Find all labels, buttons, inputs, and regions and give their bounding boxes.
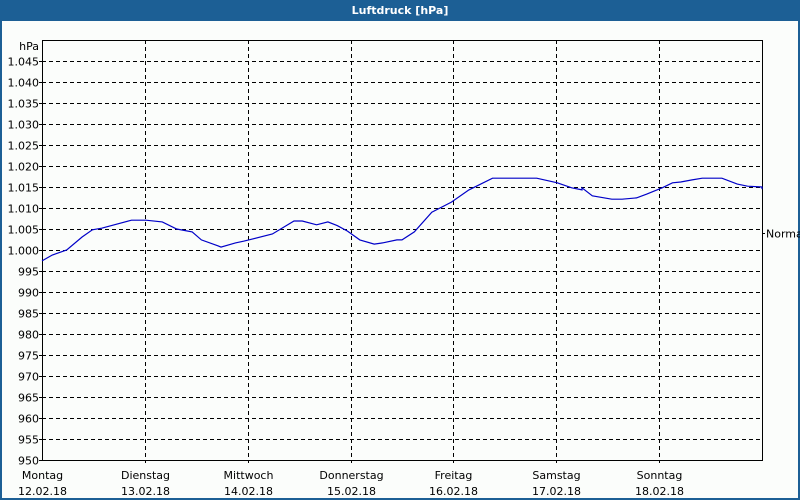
- x-tick-date-label: 18.02.18: [635, 485, 684, 498]
- y-tick-label: 970: [18, 371, 39, 384]
- normal-label: Normal: [766, 228, 800, 241]
- y-axis-unit-label: hPa: [19, 40, 39, 53]
- x-tick-day-label: Dienstag: [121, 469, 170, 482]
- y-tick-label: 1.040: [8, 77, 40, 90]
- x-tick-date-label: 12.02.18: [18, 485, 67, 498]
- pressure-line: [41, 177, 763, 262]
- chart-title: Luftdruck [hPa]: [0, 0, 800, 21]
- y-tick-label: 1.005: [8, 224, 40, 237]
- y-tick-label: 955: [18, 434, 39, 447]
- x-tick-day-label: Mittwoch: [224, 469, 274, 482]
- y-tick-label: 995: [18, 266, 39, 279]
- x-tick-day-label: Montag: [22, 469, 63, 482]
- x-tick-day-label: Samstag: [532, 469, 580, 482]
- y-tick-label: 965: [18, 392, 39, 405]
- y-tick-label: 950: [18, 455, 39, 468]
- y-tick-label: 1.015: [8, 182, 40, 195]
- x-tick-date-label: 13.02.18: [121, 485, 170, 498]
- x-tick-day-label: Sonntag: [637, 469, 683, 482]
- y-tick-label: 1.010: [8, 203, 40, 216]
- y-tick-label: 990: [18, 287, 39, 300]
- x-tick-date-label: 16.02.18: [429, 485, 478, 498]
- y-tick-label: 985: [18, 308, 39, 321]
- plot-frame: [42, 40, 763, 461]
- y-tick-label: 960: [18, 413, 39, 426]
- y-tick-label: 1.030: [8, 119, 40, 132]
- x-tick-day-label: Freitag: [435, 469, 473, 482]
- y-tick-label: 1.025: [8, 140, 40, 153]
- y-tick-label: 1.000: [8, 245, 40, 258]
- x-tick-date-label: 15.02.18: [327, 485, 376, 498]
- y-tick-label: 1.035: [8, 98, 40, 111]
- y-tick-label: 1.020: [8, 161, 40, 174]
- y-tick-label: 975: [18, 350, 39, 363]
- y-tick-label: 1.045: [8, 56, 40, 69]
- y-tick-label: 980: [18, 329, 39, 342]
- x-tick-date-label: 17.02.18: [532, 485, 581, 498]
- x-tick-day-label: Donnerstag: [319, 469, 383, 482]
- x-tick-date-label: 14.02.18: [224, 485, 273, 498]
